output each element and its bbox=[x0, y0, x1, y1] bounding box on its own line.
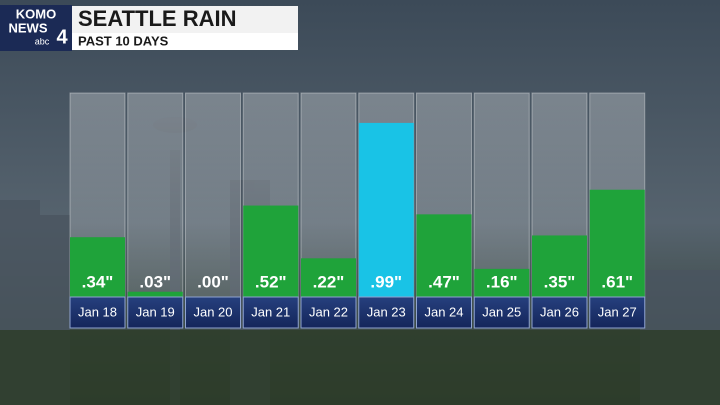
bar bbox=[474, 268, 530, 297]
title-bar bbox=[72, 6, 298, 33]
bar bbox=[416, 214, 472, 297]
value-label: .47" bbox=[428, 272, 460, 291]
x-tick-label: Jan 20 bbox=[193, 304, 232, 319]
value-label: .34" bbox=[82, 272, 114, 291]
date-box bbox=[127, 296, 184, 329]
logo-text: KOMO bbox=[16, 6, 56, 21]
bar bbox=[243, 205, 299, 297]
bar bbox=[358, 122, 414, 298]
date-box bbox=[416, 296, 472, 329]
x-tick-label: Jan 23 bbox=[367, 304, 406, 319]
date-box bbox=[300, 296, 357, 329]
value-label: .99" bbox=[370, 272, 402, 291]
logo-text: NEWS bbox=[9, 20, 48, 35]
date-box bbox=[589, 296, 646, 329]
value-label: .00" bbox=[197, 272, 229, 291]
date-box bbox=[473, 296, 530, 329]
logo-box bbox=[0, 5, 72, 51]
x-tick-label: Jan 22 bbox=[309, 304, 348, 319]
date-box bbox=[242, 296, 299, 329]
x-tick-label: Jan 27 bbox=[598, 304, 637, 319]
x-tick-label: Jan 19 bbox=[136, 304, 175, 319]
value-label: .52" bbox=[255, 272, 287, 291]
value-label: .35" bbox=[544, 272, 576, 291]
bar bbox=[589, 189, 645, 297]
chart-subtitle: PAST 10 DAYS bbox=[78, 33, 169, 48]
date-box bbox=[358, 296, 415, 329]
chart-title: SEATTLE RAIN bbox=[78, 6, 236, 31]
bar-column bbox=[127, 92, 184, 298]
bar-column bbox=[473, 92, 530, 298]
bar-column bbox=[185, 92, 241, 298]
bar bbox=[127, 291, 183, 297]
value-label: .61" bbox=[601, 272, 633, 291]
subtitle-bar bbox=[72, 33, 298, 50]
value-label: .03" bbox=[139, 272, 171, 291]
foreground bbox=[0, 330, 720, 405]
x-tick-label: Jan 24 bbox=[424, 304, 463, 319]
value-label: .16" bbox=[486, 272, 518, 291]
x-tick-label: Jan 25 bbox=[482, 304, 521, 319]
value-label: .22" bbox=[313, 272, 345, 291]
date-box bbox=[185, 296, 241, 329]
bar bbox=[70, 237, 125, 297]
bar bbox=[301, 258, 356, 297]
x-tick-label: Jan 18 bbox=[78, 304, 117, 319]
logo-channel: 4 bbox=[56, 26, 68, 48]
x-tick-label: Jan 26 bbox=[540, 304, 579, 319]
bar bbox=[532, 235, 587, 297]
x-tick-label: Jan 21 bbox=[251, 304, 290, 319]
logo-network: abc bbox=[35, 36, 50, 46]
date-box bbox=[69, 296, 126, 329]
date-box bbox=[531, 296, 588, 329]
